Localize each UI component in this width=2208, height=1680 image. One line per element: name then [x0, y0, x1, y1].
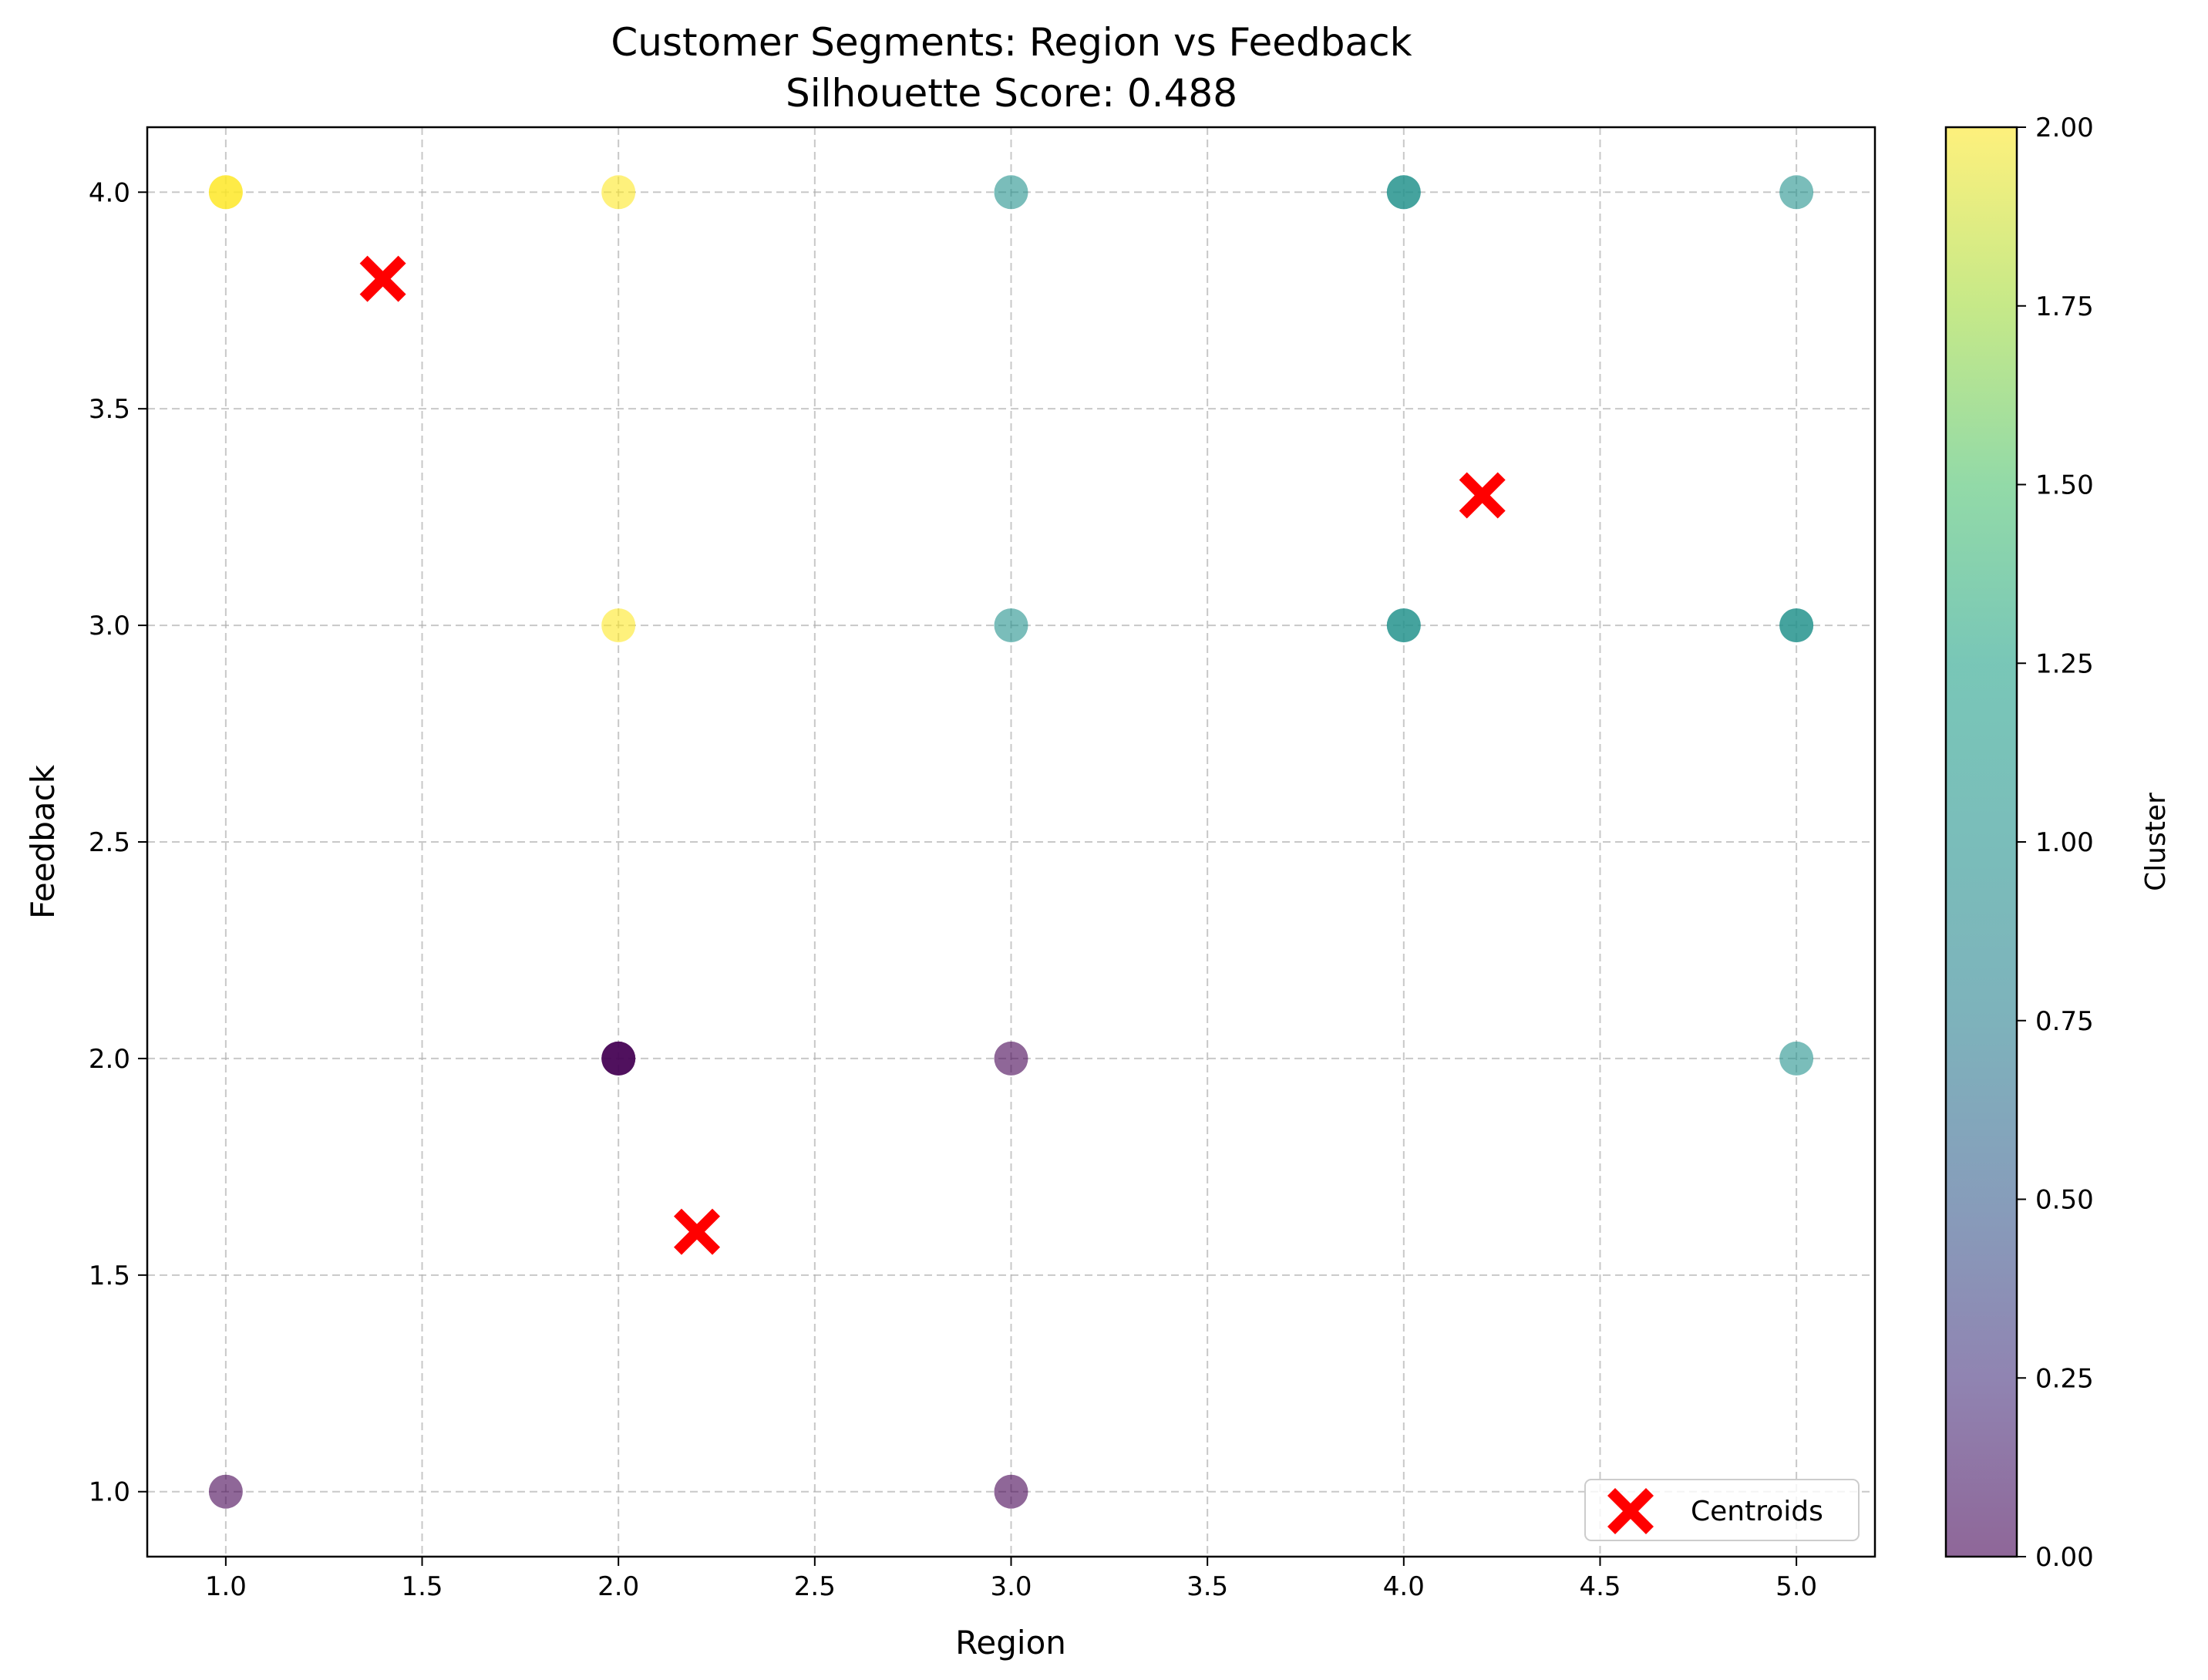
centroid-markers [359, 255, 1506, 1255]
y-tick-label: 3.0 [89, 611, 130, 641]
centroid-marker [359, 255, 406, 302]
x-tick-label: 5.0 [1775, 1571, 1817, 1602]
colorbar-ticks: 0.00 0.25 0.50 0.75 1.00 1.25 1.50 1.75 2.00 [2017, 113, 2094, 1573]
colorbar-tick-label: 0.25 [2035, 1363, 2094, 1394]
legend-label-centroids: Centroids [1691, 1496, 1823, 1527]
colorbar-tick-label: 0.50 [2035, 1185, 2094, 1216]
x-tick-label: 1.5 [401, 1571, 443, 1602]
x-tick-label: 3.5 [1186, 1571, 1228, 1602]
legend-box [1584, 1479, 1860, 1541]
y-axis-label: Feedback [24, 764, 62, 919]
y-tick-label: 2.5 [89, 827, 130, 858]
colorbar-label: Cluster [2140, 793, 2172, 891]
data-point [601, 175, 636, 210]
data-point [1779, 608, 1814, 643]
chart-title: Customer Segments: Region vs Feedback [611, 20, 1412, 65]
y-tick-label: 4.0 [89, 177, 130, 208]
data-point [994, 1041, 1028, 1076]
colorbar-tick-label: 0.00 [2035, 1542, 2094, 1573]
y-axis-ticks: 1.0 1.5 2.0 2.5 3.0 3.5 4.0 [89, 177, 147, 1508]
legend-centroid-marker [1607, 1488, 1654, 1534]
centroid-marker [674, 1208, 720, 1255]
data-point [994, 175, 1028, 210]
chart-subtitle: Silhouette Score: 0.488 [786, 71, 1237, 116]
data-point [1779, 1041, 1814, 1076]
data-point [1386, 175, 1421, 210]
x-axis-ticks: 1.0 1.5 2.0 2.5 3.0 3.5 4.0 4.5 5.0 [205, 1557, 1817, 1602]
x-tick-label: 1.0 [205, 1571, 247, 1602]
y-tick-label: 2.0 [89, 1044, 130, 1075]
x-tick-label: 2.0 [597, 1571, 639, 1602]
colorbar-tick-label: 1.25 [2035, 648, 2094, 679]
data-points [208, 175, 1814, 1509]
x-tick-label: 3.0 [990, 1571, 1032, 1602]
colorbar-gradient [1946, 127, 2017, 1557]
x-axis-label: Region [955, 1624, 1066, 1661]
legend: Centroids [1584, 1479, 1860, 1541]
y-tick-label: 1.5 [89, 1261, 130, 1291]
data-point [994, 1474, 1028, 1509]
data-point [208, 175, 243, 210]
colorbar-tick-label: 0.75 [2035, 1006, 2094, 1037]
data-point [601, 1041, 636, 1076]
y-tick-label: 3.5 [89, 394, 130, 425]
colorbar-tick-label: 1.75 [2035, 291, 2094, 322]
colorbar-tick-label: 1.00 [2035, 827, 2094, 858]
colorbar-tick-label: 2.00 [2035, 113, 2094, 143]
colorbar: 0.00 0.25 0.50 0.75 1.00 1.25 1.50 1.75 2.00 Clu… [1944, 113, 2172, 1573]
x-tick-label: 4.0 [1383, 1571, 1425, 1602]
data-point [1386, 608, 1421, 643]
colorbar-tick-label: 1.50 [2035, 470, 2094, 501]
data-point [601, 608, 636, 643]
x-tick-label: 4.5 [1579, 1571, 1621, 1602]
centroid-marker [1459, 472, 1506, 519]
data-point [1779, 175, 1814, 210]
data-point [208, 1474, 243, 1509]
x-tick-label: 2.5 [794, 1571, 836, 1602]
data-point [994, 608, 1028, 643]
y-tick-label: 1.0 [89, 1477, 130, 1508]
